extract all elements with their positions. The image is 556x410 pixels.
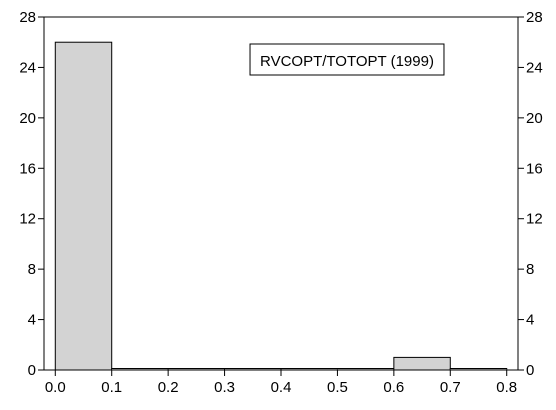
x-tick-label-1: 0.1 (101, 379, 122, 396)
y-tick-label-left-6: 24 (19, 59, 36, 76)
bar-0 (54, 41, 113, 371)
x-tick-label-0: 0.0 (45, 379, 66, 396)
bar-6 (393, 356, 451, 371)
x-tick-label-7: 0.7 (440, 379, 461, 396)
x-tick-label-4: 0.4 (271, 379, 292, 396)
legend-label: RVCOPT/TOTOPT (1999) (260, 53, 434, 70)
y-tick-label-left-5: 20 (19, 110, 36, 127)
y-tick-label-right-3: 12 (526, 211, 543, 228)
y-tick-label-left-7: 28 (19, 9, 36, 26)
y-tick-label-left-2: 8 (28, 261, 36, 278)
y-tick-label-left-0: 0 (28, 362, 36, 379)
x-tick-label-8: 0.8 (496, 379, 517, 396)
y-axis-left: 0 4 8 12 16 20 24 28 (19, 9, 44, 379)
y-tick-label-right-4: 16 (526, 160, 543, 177)
x-tick-label-2: 0.2 (158, 379, 179, 396)
y-tick-label-right-6: 24 (526, 59, 543, 76)
x-tick-label-5: 0.5 (327, 379, 348, 396)
y-tick-label-left-3: 12 (19, 211, 36, 228)
bars-group (54, 41, 508, 371)
y-tick-label-left-1: 4 (28, 312, 36, 329)
legend: RVCOPT/TOTOPT (1999) (249, 43, 445, 76)
legend-box (249, 43, 445, 76)
x-tick-label-6: 0.6 (383, 379, 404, 396)
x-tick-label-3: 0.3 (214, 379, 235, 396)
y-tick-label-right-7: 28 (526, 9, 543, 26)
x-axis: 0.0 0.1 0.2 0.3 0.4 0.5 0.6 0.7 0.8 (45, 370, 517, 396)
y-tick-label-right-1: 4 (526, 312, 534, 329)
y-tick-label-right-2: 8 (526, 261, 534, 278)
y-tick-label-left-4: 16 (19, 160, 36, 177)
y-tick-label-right-0: 0 (526, 362, 534, 379)
y-axis-right: 0 4 8 12 16 20 24 28 (518, 9, 543, 379)
y-tick-label-right-5: 20 (526, 110, 543, 127)
